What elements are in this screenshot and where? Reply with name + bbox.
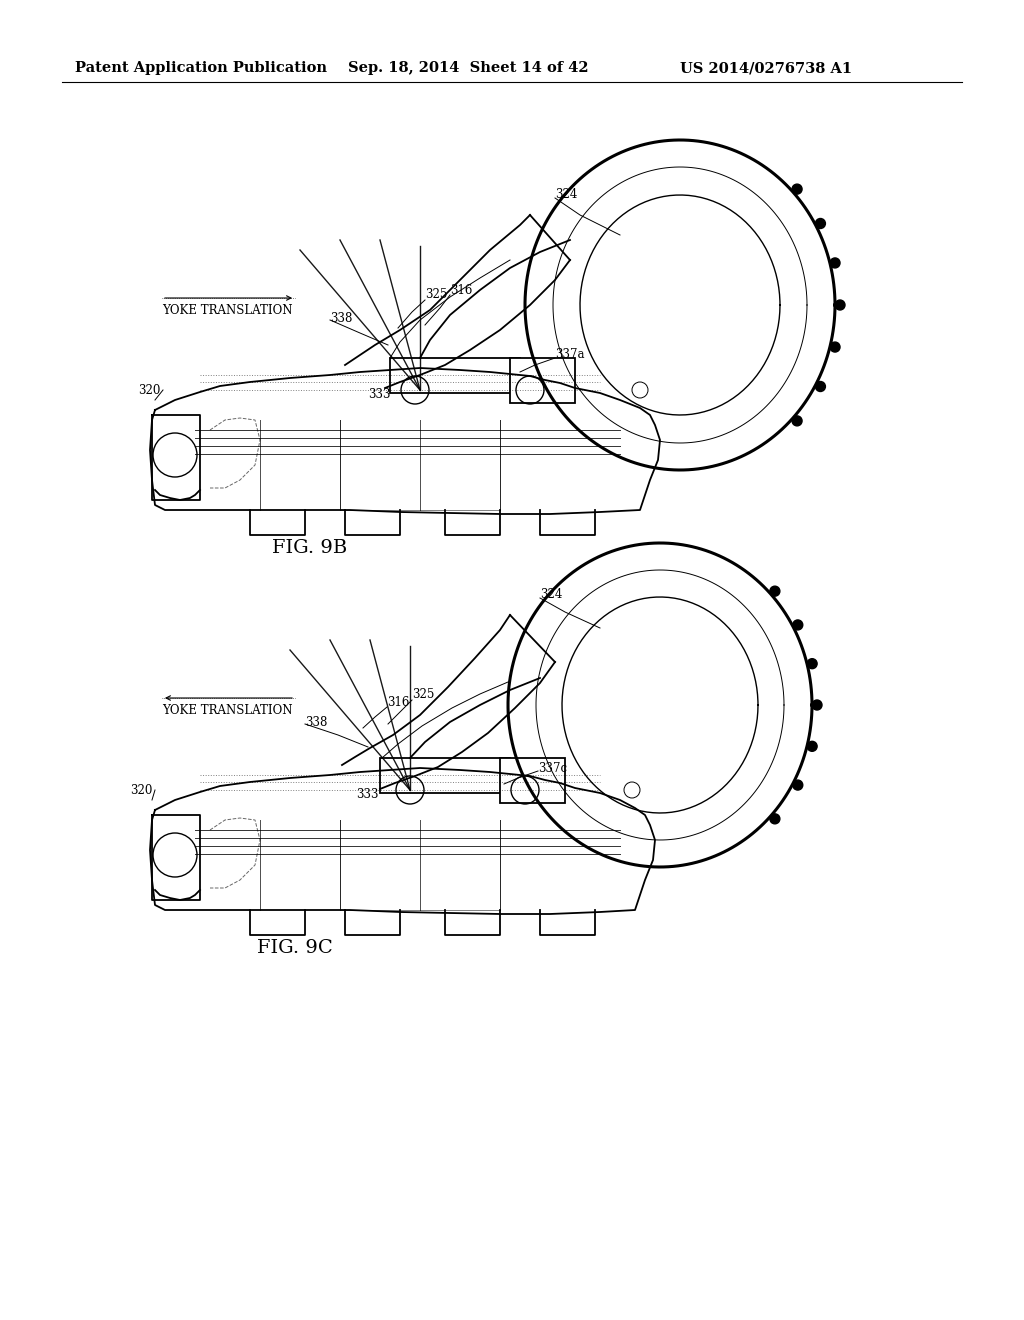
Text: US 2014/0276738 A1: US 2014/0276738 A1	[680, 61, 852, 75]
Circle shape	[815, 381, 825, 392]
Text: 316: 316	[387, 696, 410, 709]
Circle shape	[830, 257, 840, 268]
Circle shape	[830, 342, 840, 352]
Text: 316: 316	[450, 284, 472, 297]
Text: Sep. 18, 2014  Sheet 14 of 42: Sep. 18, 2014 Sheet 14 of 42	[348, 61, 589, 75]
Text: 324: 324	[540, 589, 562, 602]
Bar	[380, 758, 510, 793]
Text: 324: 324	[555, 189, 578, 202]
Circle shape	[793, 620, 803, 630]
Circle shape	[815, 219, 825, 228]
Circle shape	[793, 183, 802, 194]
Text: Patent Application Publication: Patent Application Publication	[75, 61, 327, 75]
Circle shape	[807, 742, 817, 751]
Text: 338: 338	[305, 715, 328, 729]
Text: YOKE TRANSLATION: YOKE TRANSLATION	[162, 704, 293, 717]
Text: 338: 338	[330, 312, 352, 325]
Text: 320: 320	[130, 784, 153, 796]
Bar	[510, 358, 575, 403]
Text: 333: 333	[368, 388, 390, 401]
Text: 325: 325	[412, 689, 434, 701]
Bar	[500, 758, 565, 803]
Circle shape	[793, 416, 802, 426]
Text: FIG. 9C: FIG. 9C	[257, 939, 333, 957]
Text: 333: 333	[356, 788, 379, 801]
Text: FIG. 9B: FIG. 9B	[272, 539, 347, 557]
Text: YOKE TRANSLATION: YOKE TRANSLATION	[162, 304, 293, 317]
Circle shape	[807, 659, 817, 669]
Circle shape	[770, 586, 780, 597]
Circle shape	[812, 700, 822, 710]
Circle shape	[835, 300, 845, 310]
Text: 320: 320	[138, 384, 161, 396]
Circle shape	[793, 780, 803, 791]
Text: 337c: 337c	[538, 762, 567, 775]
Text: 337a: 337a	[555, 348, 585, 362]
Text: 325: 325	[425, 289, 447, 301]
Circle shape	[770, 814, 780, 824]
Bar	[390, 358, 520, 393]
